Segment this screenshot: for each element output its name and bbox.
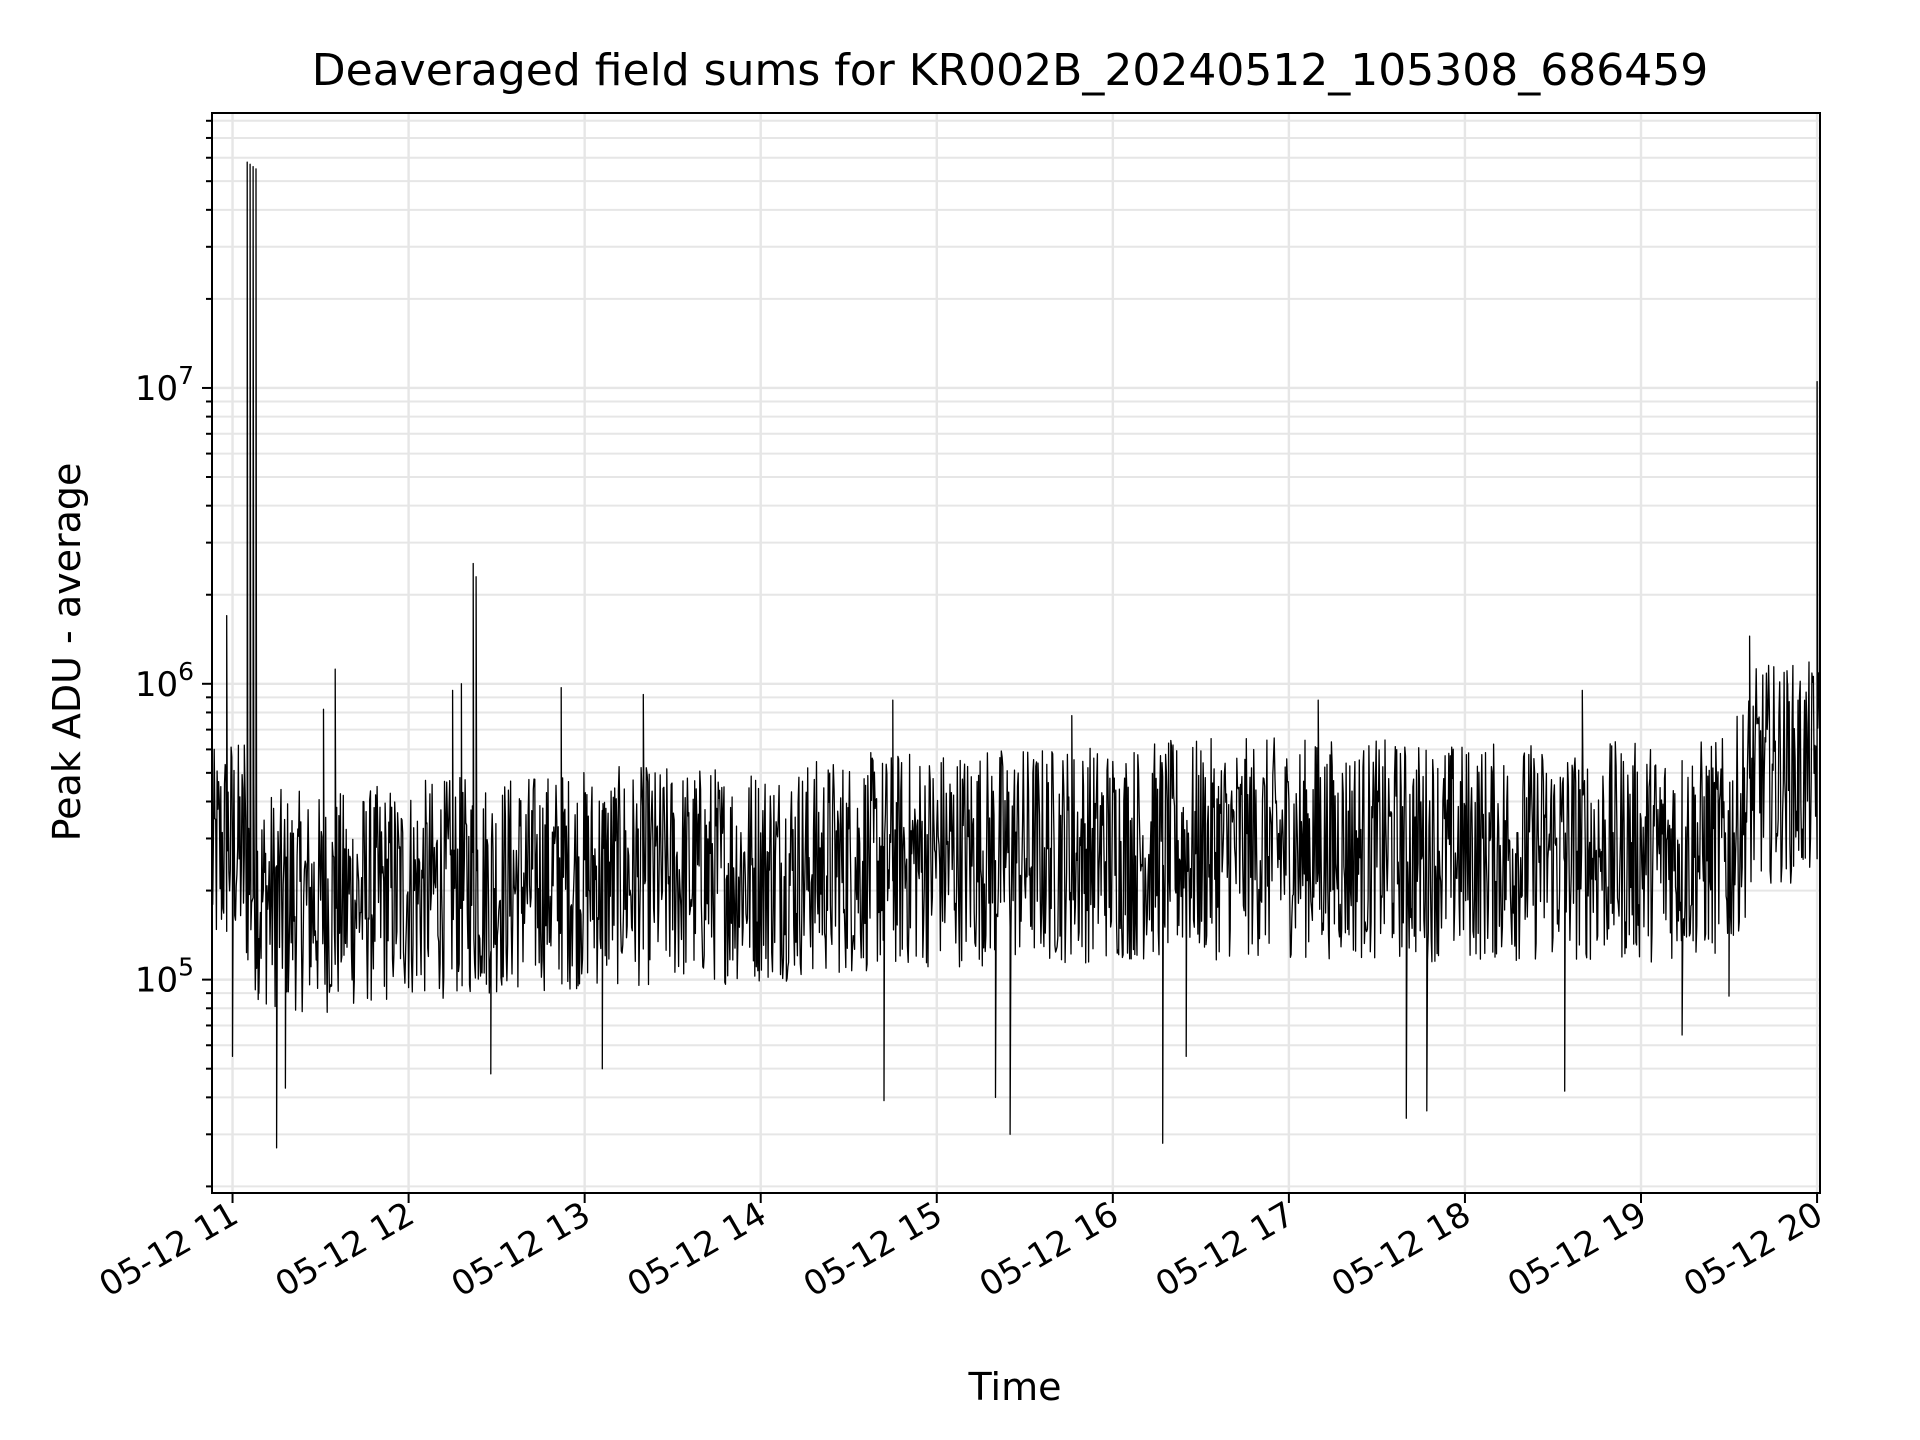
y-tick-label: 107 <box>135 361 194 409</box>
series-layer <box>211 161 1821 1149</box>
y-tick-label: 105 <box>135 953 194 1001</box>
chart-title: Deaveraged field sums for KR002B_2024051… <box>312 45 1708 96</box>
y-axis-label: Peak ADU - average <box>45 463 89 842</box>
plot-frame <box>211 112 1821 1194</box>
x-axis-label: Time <box>968 1365 1062 1409</box>
y-tick-label: 106 <box>135 657 194 705</box>
series-line <box>211 161 1821 1149</box>
